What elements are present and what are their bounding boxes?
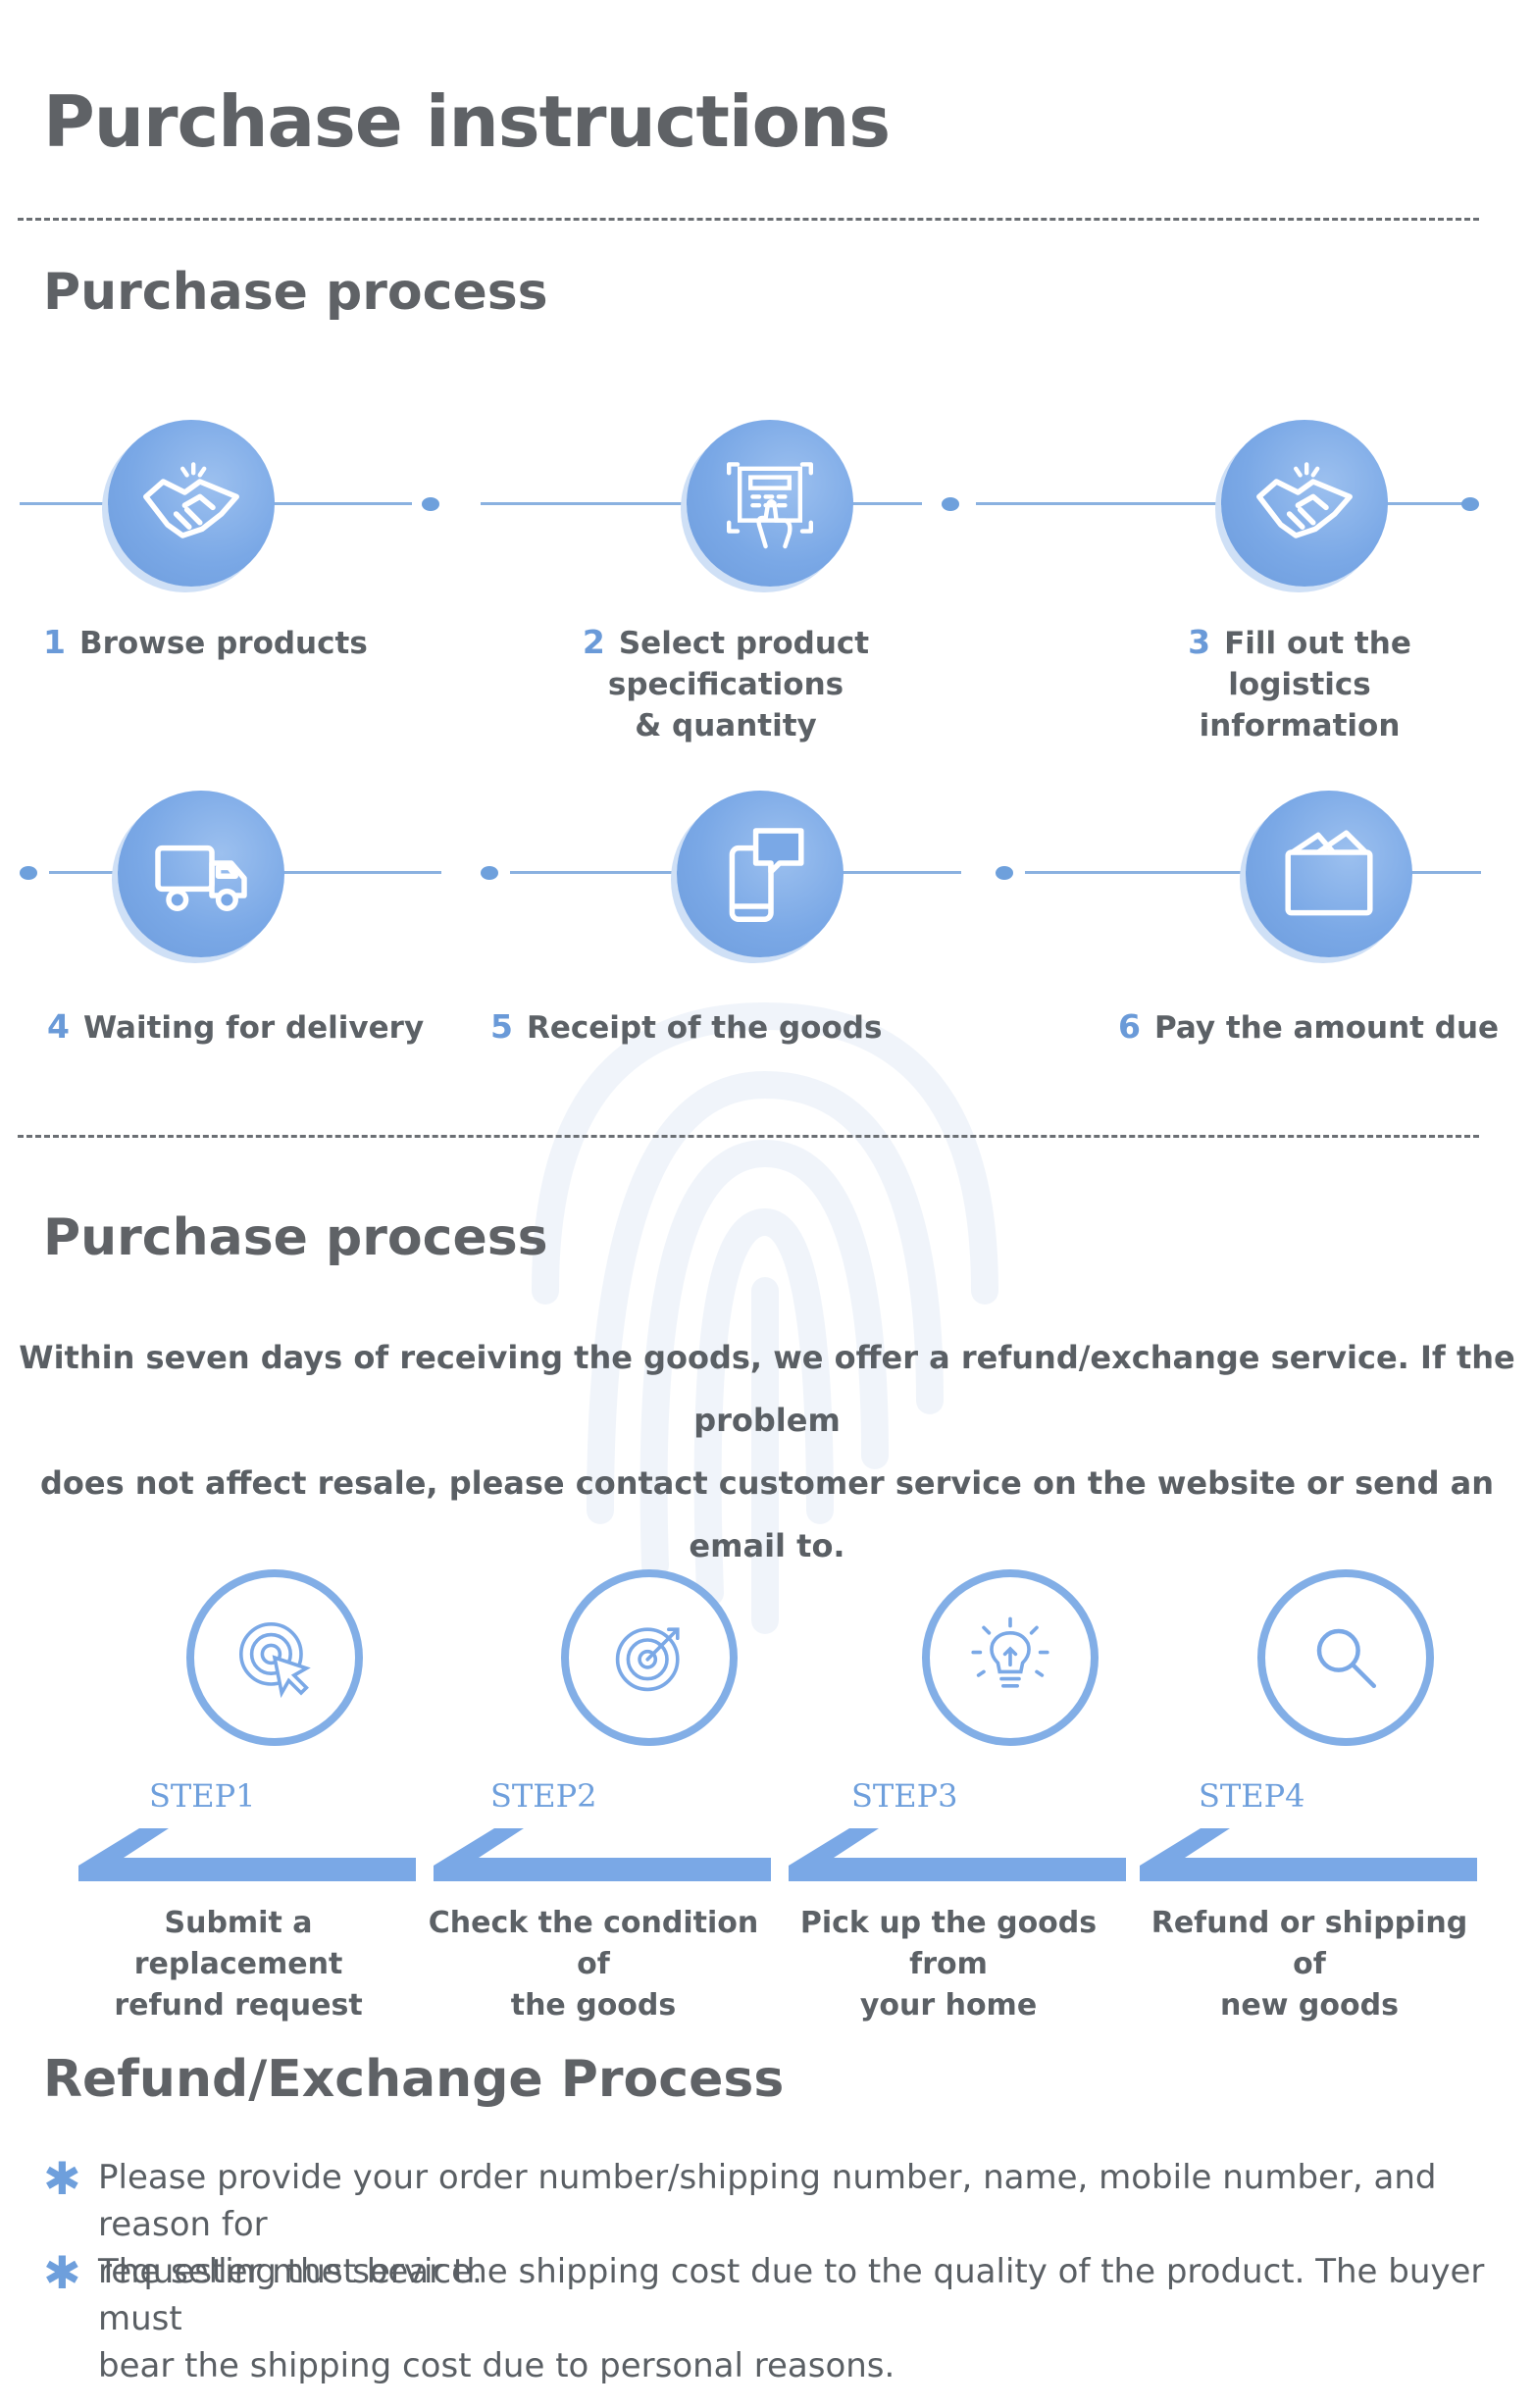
step-label: 2 Select product specifications & quantit… [490, 622, 961, 746]
divider [18, 218, 1479, 221]
step-text: Pay the amount due [1153, 1010, 1500, 1046]
step-arrow [1132, 1820, 1485, 1889]
step-label: 5 Receipt of the goods [490, 1006, 882, 1049]
connector-dot [422, 497, 439, 511]
step-arrow [71, 1820, 424, 1889]
section-heading-purchase-process-2: Purchase process [43, 1208, 548, 1267]
paragraph-line: does not affect resale, please contact c… [39, 1464, 1495, 1564]
paragraph-line: Within seven days of receiving the goods… [19, 1339, 1515, 1439]
step-number: 4 [47, 1007, 70, 1046]
step-number: 6 [1118, 1007, 1141, 1046]
bullet-line: requesting the service. [98, 2252, 483, 2291]
step-caption: STEP4 [1199, 1777, 1305, 1815]
page-title: Purchase instructions [43, 80, 891, 163]
target-arrow-icon [561, 1569, 738, 1746]
section-heading-purchase-process: Purchase process [43, 263, 548, 322]
refund-step-line: Check the condition of [428, 1906, 759, 1981]
refund-step-label: Pick up the goods from your home [777, 1903, 1120, 2026]
step-text: Browse products [78, 626, 368, 661]
touch-screen-icon [687, 420, 853, 587]
step-label: 1 Browse products [43, 622, 368, 664]
handshake-icon [108, 420, 275, 587]
step-arrow [426, 1820, 779, 1889]
step-caption: STEP2 [490, 1777, 597, 1815]
step-number: 1 [43, 623, 66, 661]
step-text-line2: information [1199, 708, 1401, 743]
asterisk-icon: ✱ [43, 2152, 81, 2205]
connector-dot [1461, 497, 1479, 511]
step-caption: STEP3 [851, 1777, 958, 1815]
step-text: Fill out the logistics [1224, 626, 1411, 702]
fingerprint-watermark [532, 1001, 998, 1634]
refund-step-line: Submit a replacement [133, 1906, 343, 1981]
bullet-line: bear the shipping cost due to personal r… [98, 2346, 895, 2385]
refund-step-line: new goods [1220, 1988, 1399, 2023]
step-text: Waiting for delivery [82, 1010, 425, 1046]
truck-icon [118, 791, 284, 957]
refund-step-label: Submit a replacement refund request [67, 1903, 410, 2026]
section-heading-refund-exchange: Refund/Exchange Process [43, 2050, 785, 2109]
refund-step-label: Refund or shipping of new goods [1138, 1903, 1481, 2026]
step-text: Receipt of the goods [526, 1010, 883, 1046]
bullet-line: The seller must bear the shipping cost d… [98, 2252, 1485, 2338]
bullet-line: Please provide your order number/shippin… [98, 2158, 1437, 2244]
connector-dot [20, 866, 37, 880]
lightbulb-icon [922, 1569, 1099, 1746]
wallet-icon [1246, 791, 1412, 957]
target-cursor-icon [186, 1569, 363, 1746]
bullet-text: Please provide your order number/shippin… [98, 2154, 1491, 2295]
refund-step-line: your home [859, 1988, 1038, 2023]
divider [18, 1135, 1479, 1138]
handshake-icon [1221, 420, 1388, 587]
connector-dot [942, 497, 959, 511]
step-label: 6 Pay the amount due [1118, 1006, 1499, 1049]
step-number: 5 [490, 1007, 513, 1046]
step-text: Select product specifications [607, 626, 870, 702]
step-text-line2: & quantity [635, 708, 817, 743]
step-label: 4 Waiting for delivery [47, 1006, 424, 1049]
refund-step-line: Pick up the goods from [799, 1906, 1098, 1981]
refund-step-line: Refund or shipping of [1150, 1906, 1468, 1981]
step-number: 3 [1188, 623, 1211, 661]
connector-dot [481, 866, 498, 880]
refund-step-label: Check the condition of the goods [422, 1903, 765, 2026]
phone-chat-icon [677, 791, 844, 957]
bullet-text: The seller must bear the shipping cost d… [98, 2248, 1491, 2389]
magnifier-icon [1257, 1569, 1434, 1746]
step-number: 2 [582, 623, 605, 661]
connector-dot [996, 866, 1013, 880]
step-label: 3 Fill out the logistics information [1118, 622, 1481, 746]
step-caption: STEP1 [149, 1777, 256, 1815]
refund-step-line: the goods [510, 1988, 677, 2023]
refund-step-line: refund request [114, 1988, 363, 2023]
asterisk-icon: ✱ [43, 2246, 81, 2299]
step-arrow [781, 1820, 1134, 1889]
refund-policy-paragraph: Within seven days of receiving the goods… [0, 1326, 1534, 1577]
